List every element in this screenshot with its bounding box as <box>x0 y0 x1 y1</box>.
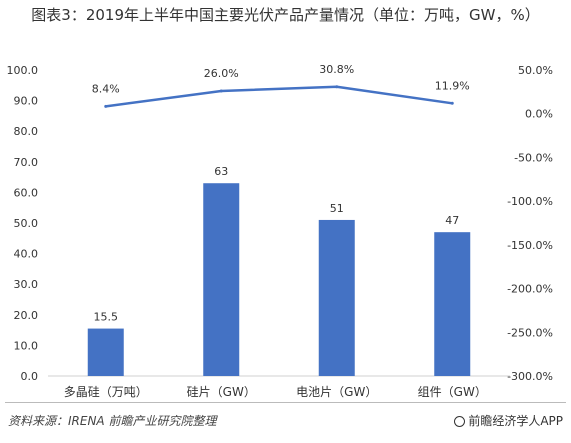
footer-divider <box>5 402 566 403</box>
category-label: 组件（GW） <box>418 385 487 399</box>
growth-point <box>450 101 454 105</box>
left-tick-label: 40.0 <box>14 248 39 261</box>
brand-label: 前瞻经济学人APP <box>454 412 563 429</box>
bar <box>434 232 471 376</box>
left-tick-label: 60.0 <box>14 186 39 199</box>
chart-title: 图表3：2019年上半年中国主要光伏产品产量情况（单位：万吨，GW，%） <box>31 6 540 24</box>
footer: 资料来源：IRENA 前瞻产业研究院整理 前瞻经济学人APP <box>0 402 571 443</box>
growth-value-label: 26.0% <box>204 67 239 80</box>
category-label: 电池片（GW） <box>296 385 377 399</box>
left-tick-label: 100.0 <box>7 64 39 77</box>
growth-value-label: 30.8% <box>319 63 354 76</box>
left-tick-label: 90.0 <box>14 95 39 108</box>
left-tick-label: 70.0 <box>14 156 39 169</box>
growth-value-label: 8.4% <box>92 82 120 95</box>
category-label: 硅片（GW） <box>187 385 256 399</box>
right-tick-label: -250.0% <box>507 326 553 339</box>
bar-value-label: 47 <box>445 214 459 227</box>
left-tick-label: 30.0 <box>14 278 39 291</box>
bar <box>87 328 124 376</box>
brand-logo-icon <box>454 416 466 427</box>
left-tick-label: 20.0 <box>14 309 39 322</box>
left-tick-label: 50.0 <box>14 217 39 230</box>
brand-text: 前瞻经济学人APP <box>468 414 563 428</box>
growth-point <box>335 85 339 89</box>
bar <box>318 219 355 376</box>
source-note: 资料来源：IRENA 前瞻产业研究院整理 <box>8 414 217 428</box>
right-tick-label: 0.0% <box>525 108 553 121</box>
growth-point <box>104 104 108 108</box>
growth-point <box>219 89 223 93</box>
right-tick-label: -300.0% <box>507 370 553 383</box>
left-tick-label: 80.0 <box>14 125 39 138</box>
growth-value-label: 11.9% <box>435 79 470 92</box>
right-tick-label: -200.0% <box>507 283 553 296</box>
right-tick-label: 50.0% <box>518 64 553 77</box>
right-tick-label: -100.0% <box>507 195 553 208</box>
bar-value-label: 63 <box>214 165 228 178</box>
bar <box>203 183 240 376</box>
right-tick-label: -150.0% <box>507 239 553 252</box>
bar-value-label: 15.5 <box>94 311 119 324</box>
left-tick-label: 0.0 <box>21 370 39 383</box>
growth-line <box>105 85 453 108</box>
category-label: 多晶硅（万吨） <box>64 385 148 399</box>
left-tick-label: 10.0 <box>14 339 39 352</box>
right-tick-label: -50.0% <box>514 151 553 164</box>
bar-value-label: 51 <box>330 202 344 215</box>
